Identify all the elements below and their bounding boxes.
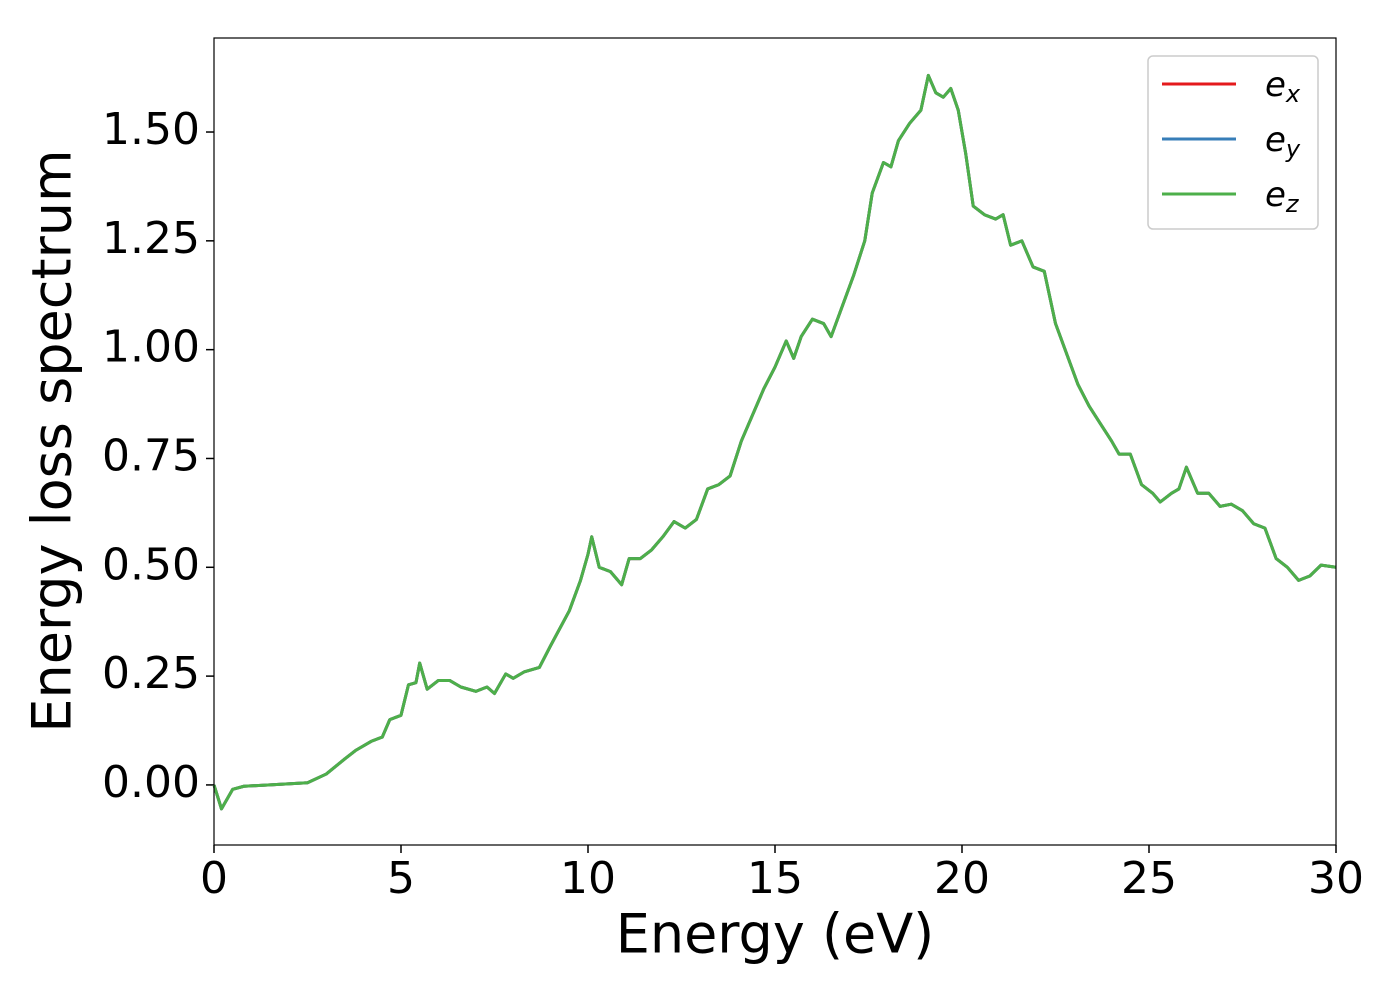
plot-frame	[213, 37, 1337, 846]
x-tick-label: 10	[560, 853, 616, 904]
legend-label: ez	[1265, 175, 1300, 219]
y-tick-label: 0.75	[102, 430, 200, 481]
y-tick-label: 0.25	[102, 648, 200, 699]
y-tick-label: 0.00	[102, 757, 200, 808]
x-tick-label: 0	[200, 853, 228, 904]
y-tick-label: 1.00	[102, 322, 200, 373]
legend-box	[1147, 55, 1319, 230]
legend-label: ex	[1265, 65, 1301, 109]
x-tick-label: 5	[387, 853, 415, 904]
series-line	[212, 73, 1337, 811]
y-tick-label: 1.25	[102, 213, 200, 264]
x-axis-label: Energy (eV)	[616, 903, 935, 966]
legend: ex ey ez	[1147, 55, 1319, 230]
y-tick-label: 1.50	[102, 104, 200, 155]
x-tick-label: 25	[1121, 853, 1177, 904]
x-tick-label: 15	[747, 853, 803, 904]
y-tick-label: 0.50	[102, 539, 200, 590]
legend-label: ey	[1265, 120, 1301, 164]
x-tick-label: 20	[934, 853, 990, 904]
y-axis-label: Energy loss spectrum	[21, 149, 84, 732]
x-tick-label: 30	[1308, 853, 1364, 904]
